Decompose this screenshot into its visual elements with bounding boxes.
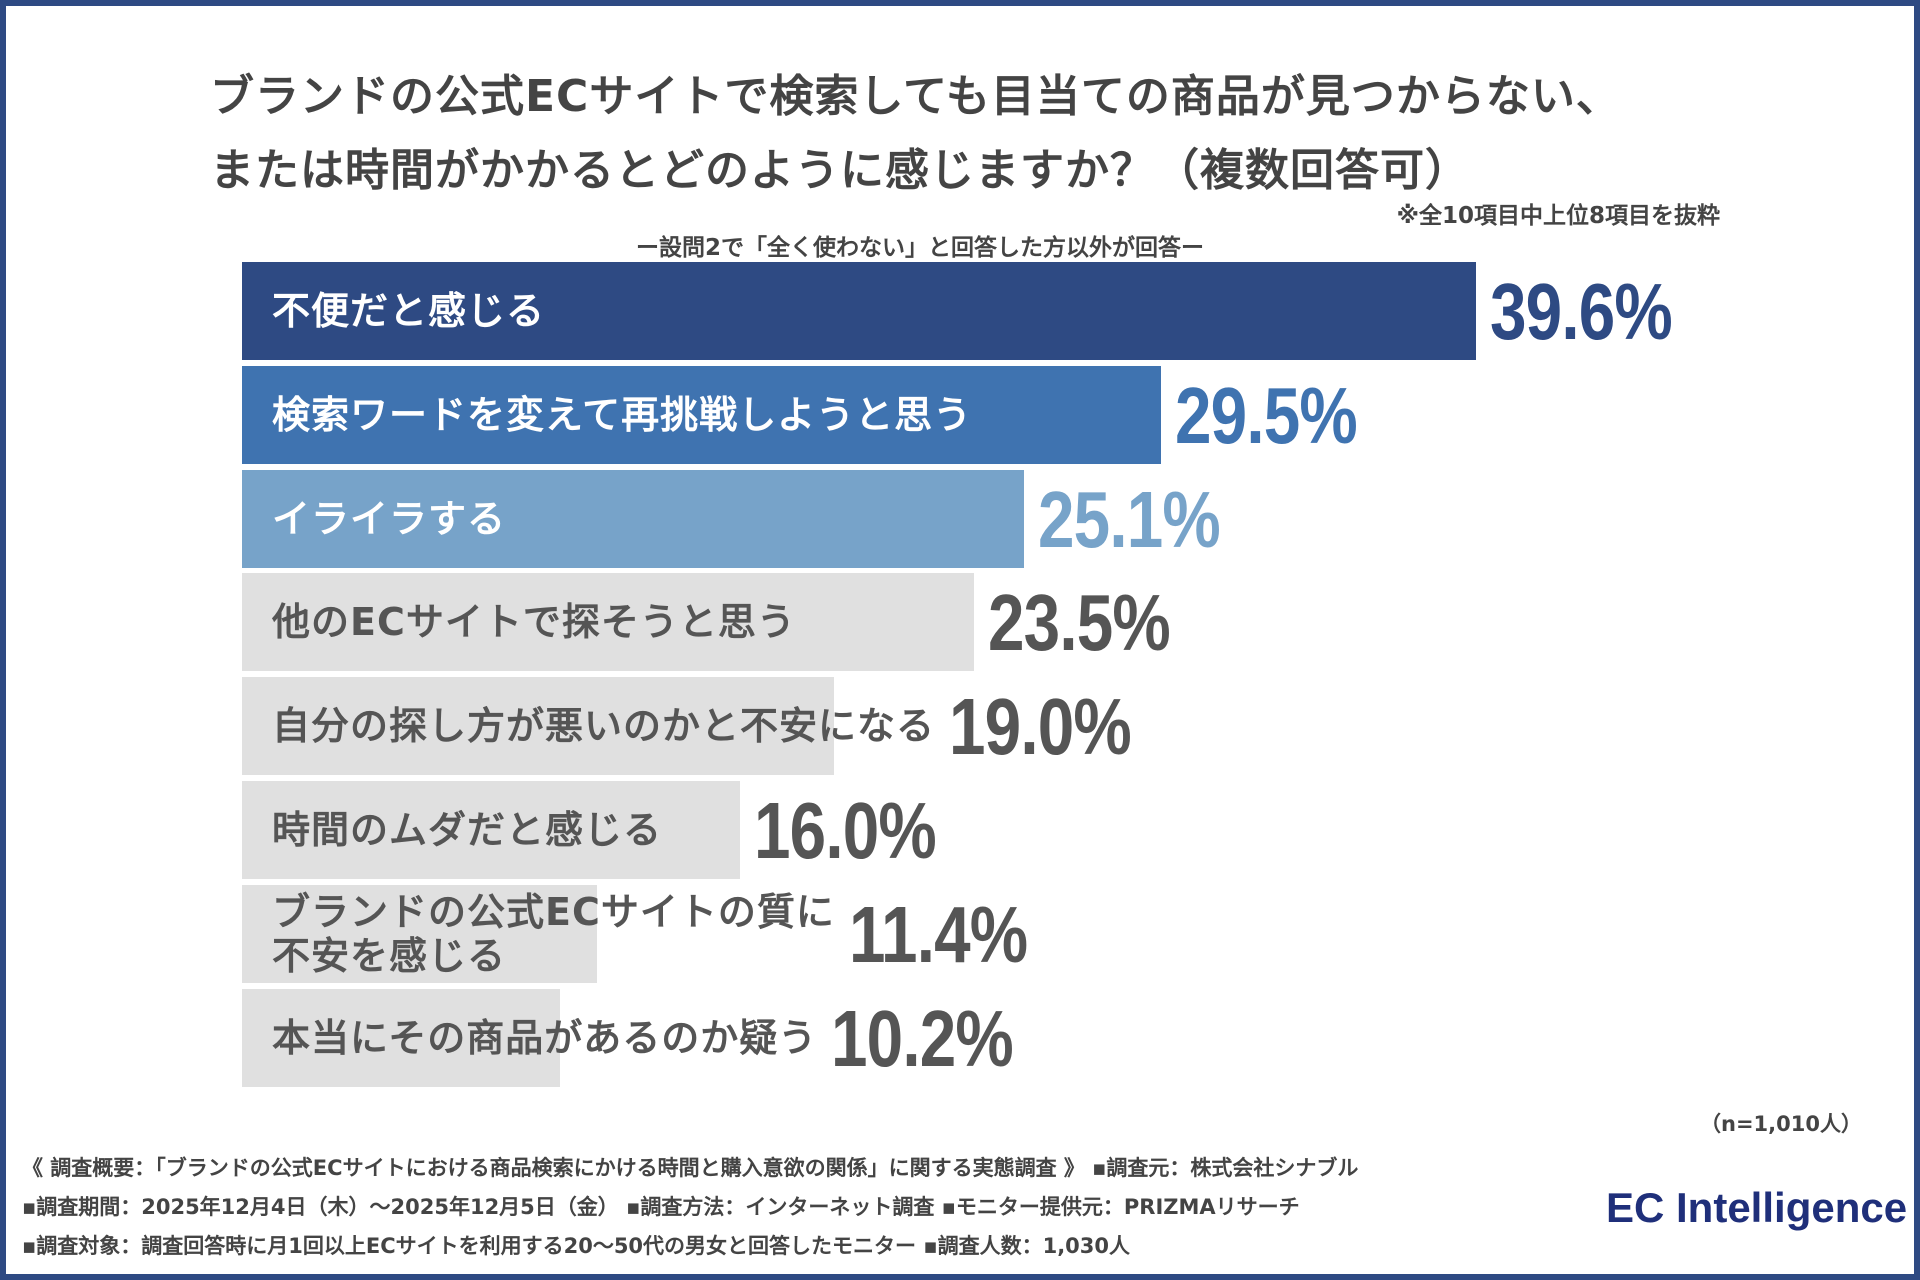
bar-label: 時間のムダだと感じる (272, 808, 663, 852)
bar (242, 262, 1476, 360)
bar (242, 884, 598, 983)
note: ※全10項目中上位8項目を抜粋 (1396, 203, 1720, 229)
bar (242, 781, 741, 879)
chart-title-line-2: または時間がかかるとどのように感じますか？（複数回答可） (210, 145, 1470, 196)
bar (242, 469, 1024, 568)
chart-title-line-1: ブランドの公式ECサイトで検索しても目当ての商品が見つからない、 (210, 71, 1621, 122)
bar (242, 365, 1161, 464)
bar-label: イライラする (272, 496, 507, 541)
value-label: 16.0% (754, 786, 937, 875)
bar-label: 他のECサイトで探そうと思う (272, 600, 796, 645)
bar-label: ブランドの公式ECサイトの質に 不安を感じる (272, 889, 835, 978)
bar-label: 不便だと感じる (272, 289, 546, 333)
bar-label: 自分の探し方が悪いのかと不安になる (272, 704, 936, 749)
footer-line-2: ▪調査期間：2025年12月4日（木）～2025年12月5日（金） ▪調査方法：… (22, 1195, 1300, 1219)
bar-label: 検索ワードを変えて再挑戦しようと思う (272, 392, 973, 437)
value-label: 23.5% (988, 578, 1171, 668)
footer-line-3: ▪調査対象：調査回答時に月1回以上ECサイトを利用する20～50代の男女と回答し… (22, 1234, 1131, 1258)
bar (242, 988, 560, 1087)
logo: EC Intelligence (1606, 1184, 1908, 1231)
value-label: 11.4% (849, 889, 1028, 979)
sample-size: （n=1,010人） (1700, 1112, 1862, 1136)
bar-label: 本当にその商品があるのか疑う (272, 1015, 818, 1060)
value-label: 25.1% (1037, 474, 1221, 564)
value-label: 39.6% (1489, 267, 1673, 356)
value-label: 29.5% (1174, 370, 1358, 460)
subtitle: ー設問2で「全く使わない」と回答した方以外が回答ー (635, 235, 1204, 261)
footer-line-1: 《 調査概要：「ブランドの公式ECサイトにおける商品検索にかける時間と購入意欲の… (22, 1156, 1359, 1180)
bar (242, 573, 975, 672)
bar (242, 677, 834, 776)
value-label: 19.0% (949, 682, 1132, 772)
value-label: 10.2% (831, 993, 1014, 1083)
